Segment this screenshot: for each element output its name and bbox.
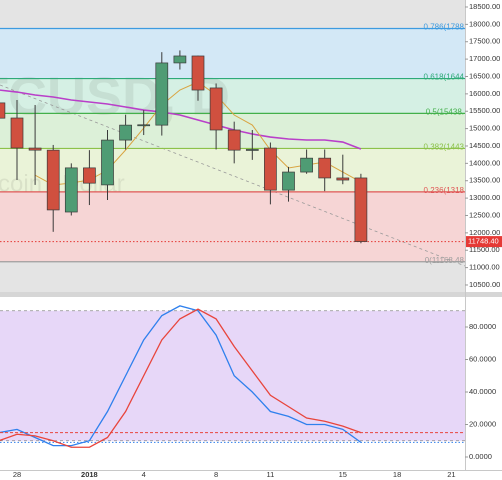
stoch-line [0, 308, 362, 448]
fib-band [0, 78, 465, 114]
y-tick-label: 16000.00 [469, 89, 500, 98]
y-tick-label: 10500.00 [469, 280, 500, 289]
fib-label: 0.618(1644 [424, 73, 465, 82]
stoch-band [0, 310, 465, 441]
candle-body [336, 177, 350, 181]
y-tick-label: 17500.00 [469, 37, 500, 46]
x-tick-label: 18 [393, 470, 401, 479]
stoch-y-tick-label: 40.0000 [469, 387, 496, 396]
candle-body [83, 167, 96, 184]
candle-body [227, 129, 241, 151]
x-tick-label: 21 [447, 470, 455, 479]
axes: 18500.00 18000.00 17500.00 17000.00 16500.00… [13, 2, 502, 479]
stochastic-pane [0, 305, 465, 448]
candle-body [245, 149, 259, 151]
stoch-y-tick-label: 60.0000 [469, 354, 496, 363]
candle-body [46, 149, 60, 211]
y-tick-label: 14000.00 [469, 158, 500, 167]
candle-body [101, 139, 114, 186]
price-pane: BTCUSD, D Bitcoin / Dollar 0.786(17880.6… [0, 23, 465, 267]
y-tick-label: 11500.00 [469, 245, 500, 254]
fib-label: 0(11168.48 [425, 256, 465, 265]
candle-body [119, 124, 132, 141]
moving-average [0, 89, 362, 150]
y-tick-label: 11000.00 [469, 263, 500, 272]
y-tick-label: 12000.00 [469, 228, 500, 237]
x-tick-label: 2018 [81, 470, 98, 479]
y-tick-label: 12500.00 [469, 210, 500, 219]
last-price-label: 11748.40 [468, 237, 499, 246]
fib-label: 0.786(1788 [424, 23, 465, 32]
y-tick-label: 18000.00 [469, 19, 500, 28]
stoch-y-tick-label: 20.0000 [469, 419, 496, 428]
x-tick-label: 4 [142, 470, 146, 479]
x-tick-label: 28 [13, 470, 21, 479]
candle-body [318, 157, 332, 179]
stoch-line [0, 305, 362, 447]
fib-band [0, 28, 465, 79]
y-tick-label: 13000.00 [469, 193, 500, 202]
candle-body [173, 55, 187, 64]
candle-body [282, 171, 295, 191]
fib-label: 0.382(1443 [424, 143, 465, 152]
y-tick-label: 15000.00 [469, 124, 500, 133]
candles [0, 50, 368, 244]
x-tick-label: 8 [214, 470, 218, 479]
last-price-tag [466, 236, 502, 248]
candle-body [10, 117, 24, 149]
candle-body [209, 87, 223, 131]
x-tick-label: 11 [267, 470, 275, 479]
y-tick-label: 14500.00 [469, 141, 500, 150]
y-tick-label: 16500.00 [469, 71, 500, 80]
x-tick-label: 15 [339, 470, 347, 479]
fib-label: 0.5(15438. [426, 107, 464, 116]
pane-separator [0, 292, 502, 297]
y-tick-label: 15500.00 [469, 106, 500, 115]
candle-body [28, 147, 42, 151]
candle-body [155, 62, 169, 126]
y-tick-label: 13500.00 [469, 176, 500, 185]
candle-body [0, 102, 6, 119]
trend-line [0, 84, 465, 267]
candle-body [300, 157, 313, 173]
candle-body [137, 124, 151, 127]
y-tick-label: 17000.00 [469, 54, 500, 63]
candle-body [64, 167, 78, 213]
candle-body [354, 177, 368, 242]
stoch-y-tick-label: 0.0000 [469, 452, 492, 461]
candle-body [191, 55, 205, 91]
y-tick-label: 18500.00 [469, 2, 500, 11]
stoch-y-tick-label: 80.0000 [469, 322, 496, 331]
candle-body [264, 147, 277, 191]
fib-label: 0.236(1318 [424, 186, 465, 195]
